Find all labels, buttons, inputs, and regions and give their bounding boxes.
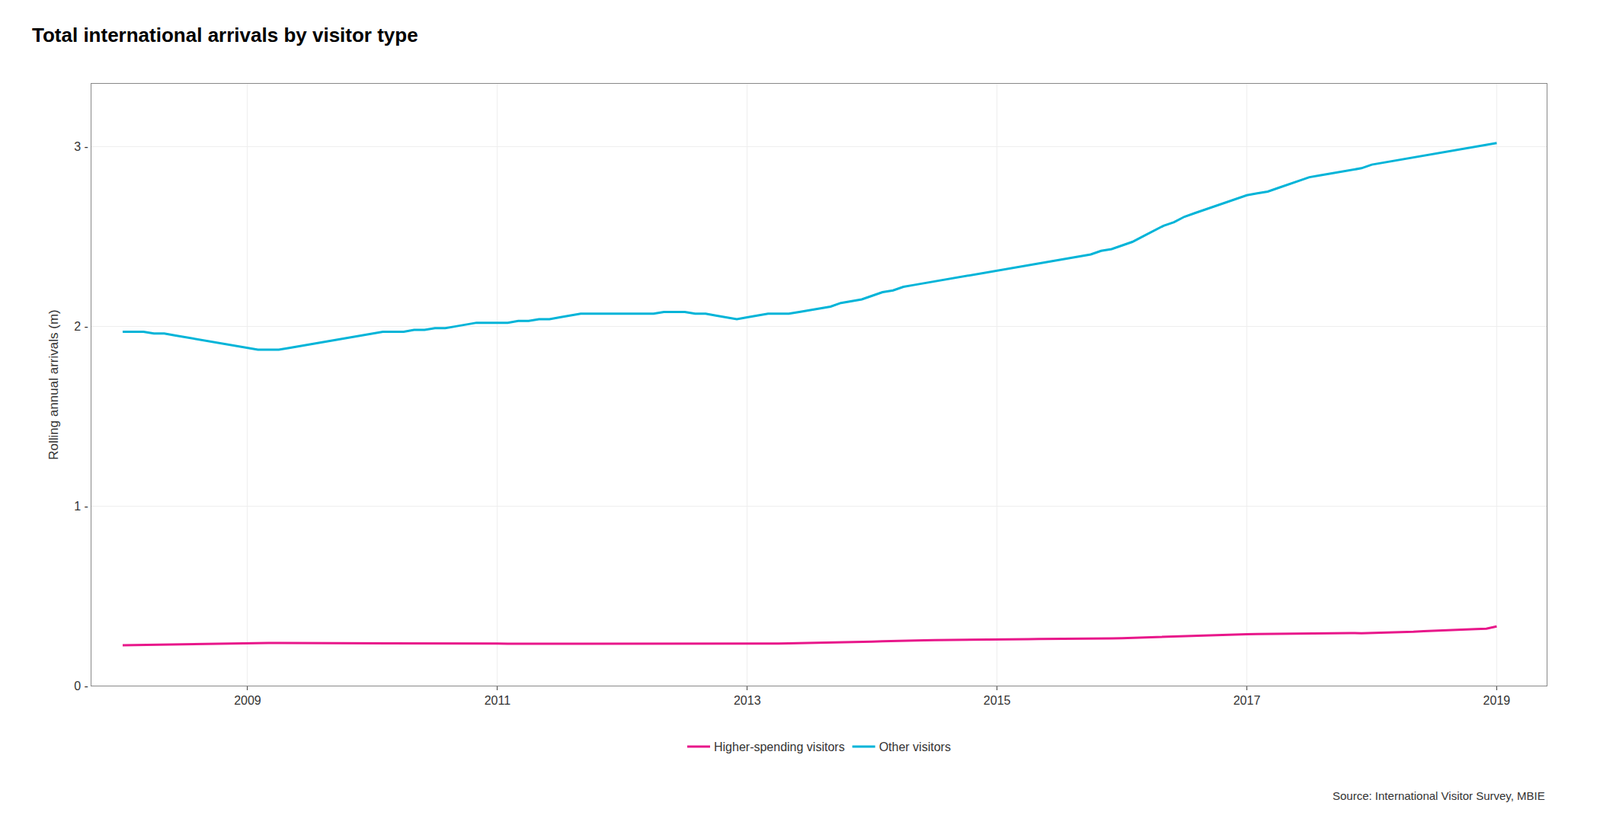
svg-text:2013: 2013 (733, 694, 762, 708)
svg-text:Other visitors: Other visitors (879, 740, 951, 754)
svg-text:2015: 2015 (983, 694, 1012, 708)
svg-text:Higher-spending visitors: Higher-spending visitors (713, 740, 845, 754)
svg-text:2011: 2011 (484, 694, 512, 708)
svg-text:2019: 2019 (1483, 694, 1511, 708)
svg-text:0 -: 0 - (73, 679, 89, 693)
svg-text:2 -: 2 - (73, 320, 89, 333)
svg-text:Total international arrivals b: Total international arrivals by visitor … (32, 23, 419, 47)
svg-text:2017: 2017 (1233, 694, 1261, 708)
svg-text:1 -: 1 - (73, 499, 89, 513)
svg-text:2009: 2009 (233, 694, 262, 708)
svg-text:3 -: 3 - (73, 140, 89, 154)
svg-text:Rolling annual arrivals (m): Rolling annual arrivals (m) (46, 309, 61, 460)
svg-text:Source: International Visitor: Source: International Visitor Survey, MB… (1332, 789, 1546, 803)
